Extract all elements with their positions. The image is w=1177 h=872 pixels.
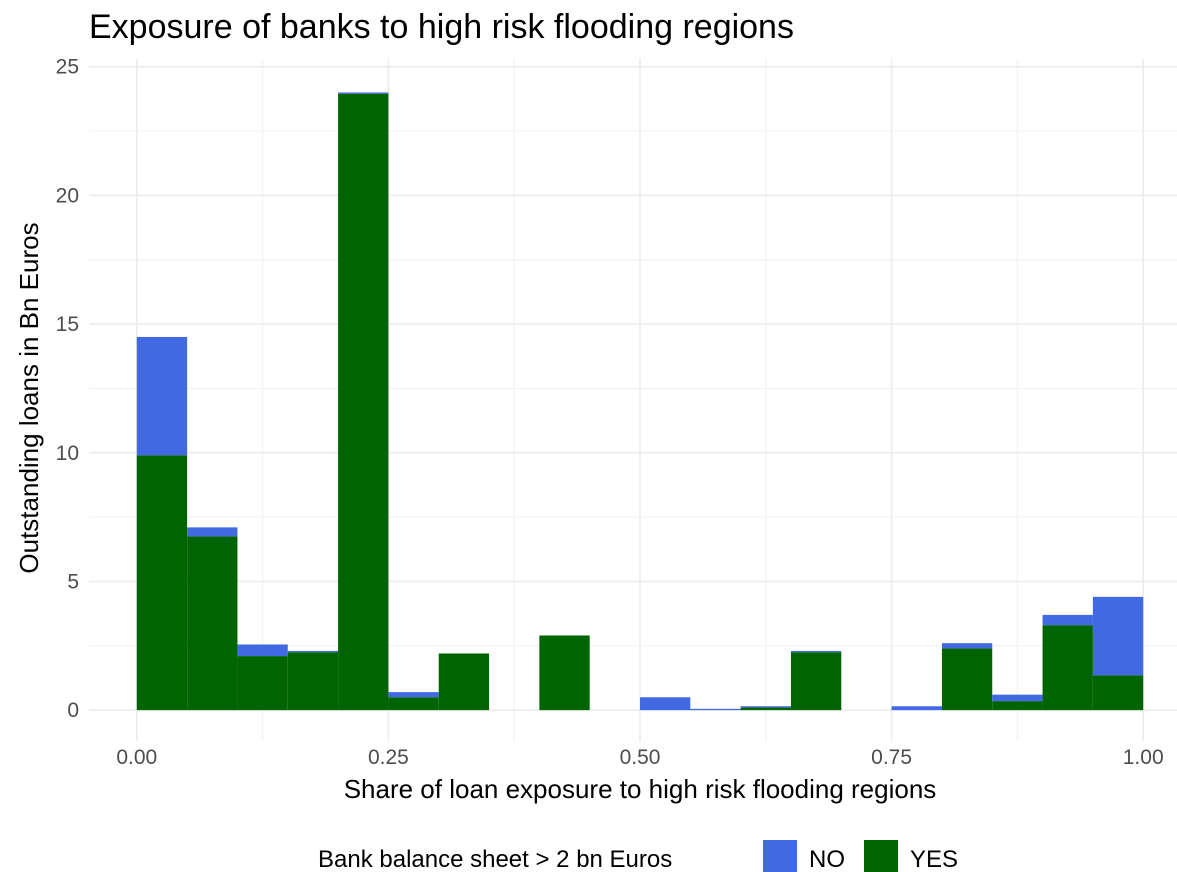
bar-no — [388, 692, 439, 698]
bar-yes — [287, 652, 339, 711]
legend-items: NO YES — [763, 840, 958, 872]
y-tick-label: 10 — [56, 442, 79, 465]
minor-gridlines — [89, 59, 1177, 741]
bar-no — [740, 706, 791, 708]
x-axis-tick-labels: 0.00 0.25 0.50 0.75 1.00 — [116, 746, 1163, 769]
x-tick-label: 0.00 — [116, 746, 157, 769]
legend-title: Bank balance sheet > 2 bn Euros — [318, 846, 672, 872]
bar-yes — [136, 455, 188, 711]
bar-no — [136, 336, 188, 456]
bar-no — [941, 643, 993, 649]
y-axis-title: Outstanding loans in Bn Euros — [14, 222, 44, 573]
legend: Bank balance sheet > 2 bn Euros NO YES — [318, 840, 958, 872]
bar-no — [237, 644, 288, 657]
y-tick-label: 0 — [67, 699, 79, 722]
bar-yes — [992, 701, 1043, 711]
bar-no — [891, 706, 942, 711]
y-tick-label: 5 — [67, 570, 79, 593]
bar-yes — [237, 656, 288, 711]
bar-no — [187, 527, 238, 537]
legend-key-no — [763, 840, 797, 872]
bar-yes — [941, 648, 993, 711]
bar-no — [640, 697, 691, 711]
y-tick-label: 20 — [56, 184, 79, 207]
legend-key-yes — [864, 840, 898, 872]
x-tick-label: 0.50 — [620, 746, 661, 769]
bar-yes — [388, 697, 439, 711]
bar-no — [992, 694, 1043, 702]
bar-yes — [740, 707, 791, 711]
bar-no — [287, 650, 339, 653]
chart-title: Exposure of banks to high risk flooding … — [89, 8, 794, 46]
bar-yes — [539, 635, 590, 711]
y-tick-label: 25 — [56, 56, 79, 79]
bar-no — [690, 708, 741, 711]
x-tick-label: 0.75 — [871, 746, 912, 769]
legend-label-no: NO — [809, 846, 845, 872]
y-axis-tick-labels: 0 5 10 15 20 25 — [56, 56, 79, 722]
x-tick-label: 1.00 — [1123, 746, 1164, 769]
bar-no — [338, 92, 389, 94]
bar-no — [790, 650, 842, 653]
x-tick-label: 0.25 — [368, 746, 409, 769]
bar-no — [1042, 614, 1093, 626]
x-axis-title: Share of loan exposure to high risk floo… — [344, 774, 937, 804]
major-gridlines — [89, 59, 1177, 741]
bar-yes — [1042, 625, 1093, 711]
bar-yes — [338, 93, 389, 711]
bar-yes — [790, 652, 842, 711]
bar-yes — [438, 653, 490, 711]
bar-series — [136, 92, 1144, 711]
legend-label-yes: YES — [910, 846, 958, 872]
bar-yes — [1092, 675, 1144, 711]
bar-yes — [187, 536, 238, 711]
bar-no — [1092, 596, 1144, 676]
y-tick-label: 15 — [56, 313, 79, 336]
plot-panel — [89, 59, 1177, 741]
